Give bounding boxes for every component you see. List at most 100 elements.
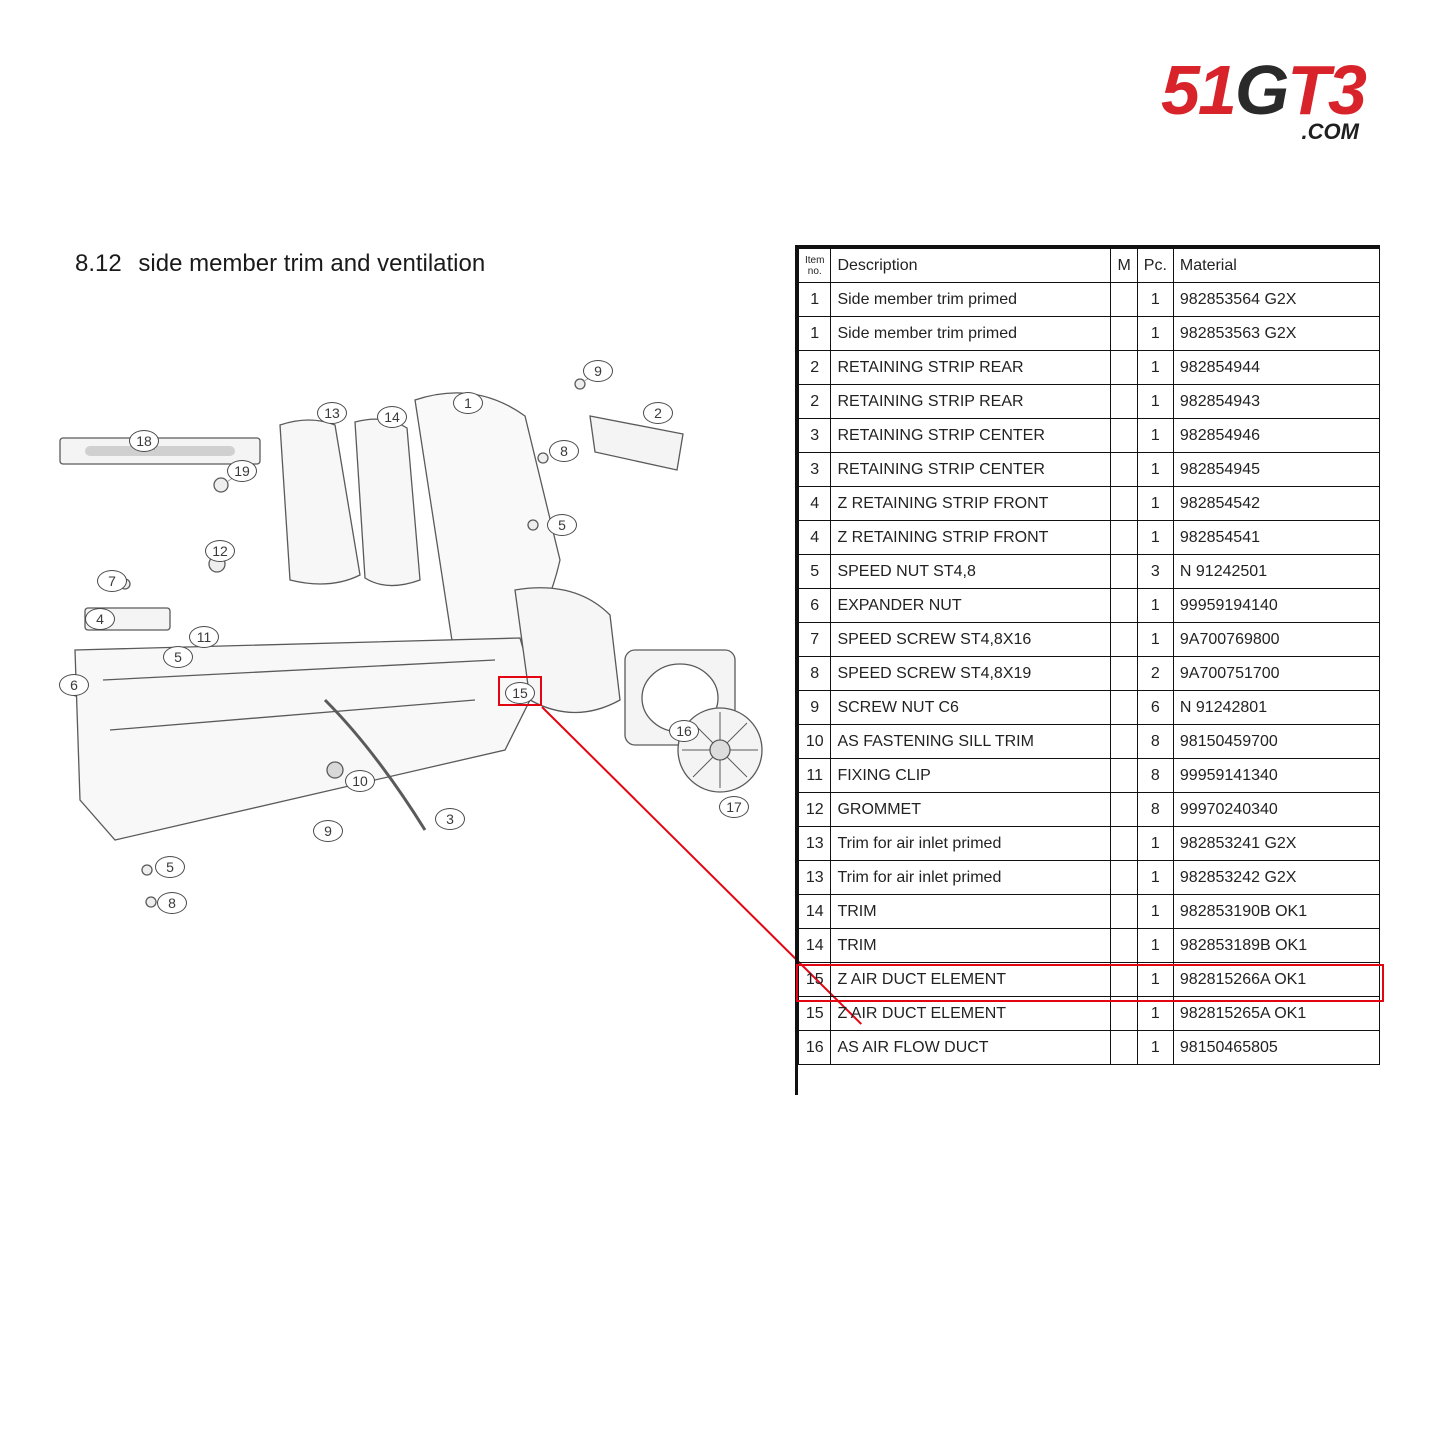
cell-desc: Trim for air inlet primed bbox=[831, 827, 1111, 861]
section-name: side member trim and ventilation bbox=[138, 250, 485, 277]
cell-item: 5 bbox=[799, 555, 831, 589]
table-header-row: Item no. Description M Pc. Material bbox=[799, 249, 1380, 283]
cell-material: N 91242501 bbox=[1173, 555, 1379, 589]
cell-item: 14 bbox=[799, 895, 831, 929]
table-row: 8SPEED SCREW ST4,8X1929A700751700 bbox=[799, 657, 1380, 691]
cell-pc: 8 bbox=[1137, 725, 1173, 759]
table-row: 13Trim for air inlet primed1982853241 G2… bbox=[799, 827, 1380, 861]
cell-desc: EXPANDER NUT bbox=[831, 589, 1111, 623]
cell-material: 982853189B OK1 bbox=[1173, 929, 1379, 963]
brand-logo: 51GT3 .COM bbox=[1161, 55, 1365, 145]
cell-m bbox=[1111, 861, 1137, 895]
cell-item: 8 bbox=[799, 657, 831, 691]
cell-material: 99970240340 bbox=[1173, 793, 1379, 827]
cell-pc: 1 bbox=[1137, 895, 1173, 929]
cell-item: 10 bbox=[799, 725, 831, 759]
callout-8: 8 bbox=[549, 440, 579, 462]
callout-5: 5 bbox=[163, 646, 193, 668]
table-row: 2RETAINING STRIP REAR1982854944 bbox=[799, 351, 1380, 385]
callout-2: 2 bbox=[643, 402, 673, 424]
cell-pc: 1 bbox=[1137, 351, 1173, 385]
table-row: 5SPEED NUT ST4,83N 91242501 bbox=[799, 555, 1380, 589]
cell-m bbox=[1111, 419, 1137, 453]
cell-m bbox=[1111, 827, 1137, 861]
cell-m bbox=[1111, 283, 1137, 317]
cell-m bbox=[1111, 725, 1137, 759]
cell-desc: AS FASTENING SILL TRIM bbox=[831, 725, 1111, 759]
cell-item: 13 bbox=[799, 827, 831, 861]
cell-pc: 3 bbox=[1137, 555, 1173, 589]
callout-9: 9 bbox=[313, 820, 343, 842]
table-row: 16AS AIR FLOW DUCT198150465805 bbox=[799, 1031, 1380, 1065]
callout-15: 15 bbox=[505, 682, 535, 704]
cell-pc: 1 bbox=[1137, 453, 1173, 487]
cell-material: 982853564 G2X bbox=[1173, 283, 1379, 317]
logo-t3: T3 bbox=[1287, 51, 1365, 129]
cell-item: 7 bbox=[799, 623, 831, 657]
cell-m bbox=[1111, 929, 1137, 963]
cell-material: 982853242 G2X bbox=[1173, 861, 1379, 895]
callout-11: 11 bbox=[189, 626, 219, 648]
callout-10: 10 bbox=[345, 770, 375, 792]
cell-desc: RETAINING STRIP CENTER bbox=[831, 453, 1111, 487]
cell-material: 982854944 bbox=[1173, 351, 1379, 385]
cell-desc: Z RETAINING STRIP FRONT bbox=[831, 487, 1111, 521]
callout-19: 19 bbox=[227, 460, 257, 482]
cell-material: 9A700769800 bbox=[1173, 623, 1379, 657]
cell-item: 9 bbox=[799, 691, 831, 725]
cell-pc: 1 bbox=[1137, 521, 1173, 555]
cell-desc: RETAINING STRIP REAR bbox=[831, 385, 1111, 419]
logo-g: G bbox=[1235, 51, 1287, 129]
cell-material: 99959194140 bbox=[1173, 589, 1379, 623]
cell-pc: 1 bbox=[1137, 487, 1173, 521]
table-row: 11FIXING CLIP899959141340 bbox=[799, 759, 1380, 793]
callout-7: 7 bbox=[97, 570, 127, 592]
callout-13: 13 bbox=[317, 402, 347, 424]
cell-m bbox=[1111, 1031, 1137, 1065]
cell-desc: SCREW NUT C6 bbox=[831, 691, 1111, 725]
cell-material: 982854945 bbox=[1173, 453, 1379, 487]
cell-desc: Z AIR DUCT ELEMENT bbox=[831, 997, 1111, 1031]
cell-m bbox=[1111, 657, 1137, 691]
callout-5: 5 bbox=[547, 514, 577, 536]
cell-pc: 1 bbox=[1137, 419, 1173, 453]
cell-material: 982853190B OK1 bbox=[1173, 895, 1379, 929]
cell-m bbox=[1111, 963, 1137, 997]
table-row: 9SCREW NUT C66N 91242801 bbox=[799, 691, 1380, 725]
cell-material: 98150459700 bbox=[1173, 725, 1379, 759]
cell-m bbox=[1111, 997, 1137, 1031]
cell-desc: TRIM bbox=[831, 895, 1111, 929]
parts-table: Item no. Description M Pc. Material 1 Sid… bbox=[798, 248, 1380, 1065]
cell-item: 15 bbox=[799, 997, 831, 1031]
cell-desc: FIXING CLIP bbox=[831, 759, 1111, 793]
col-pc: Pc. bbox=[1137, 249, 1173, 283]
table-row: 6EXPANDER NUT199959194140 bbox=[799, 589, 1380, 623]
exploded-diagram: 181913141928512741156151617103958 bbox=[55, 330, 775, 970]
cell-m bbox=[1111, 385, 1137, 419]
cell-m bbox=[1111, 521, 1137, 555]
cell-pc: 1 bbox=[1137, 827, 1173, 861]
table-row: 13Trim for air inlet primed1982853242 G2… bbox=[799, 861, 1380, 895]
cell-desc: RETAINING STRIP CENTER bbox=[831, 419, 1111, 453]
cell-desc: Side member trim primed bbox=[831, 317, 1111, 351]
table-row: 14TRIM 1982853190B OK1 bbox=[799, 895, 1380, 929]
callout-12: 12 bbox=[205, 540, 235, 562]
cell-m bbox=[1111, 487, 1137, 521]
table-row: 4Z RETAINING STRIP FRONT1982854542 bbox=[799, 487, 1380, 521]
logo-51: 51 bbox=[1161, 51, 1235, 129]
callout-1: 1 bbox=[453, 392, 483, 414]
cell-pc: 1 bbox=[1137, 861, 1173, 895]
cell-m bbox=[1111, 317, 1137, 351]
cell-m bbox=[1111, 453, 1137, 487]
cell-item: 15 bbox=[799, 963, 831, 997]
cell-item: 4 bbox=[799, 521, 831, 555]
section-number: 8.12 bbox=[75, 250, 122, 277]
cell-pc: 1 bbox=[1137, 385, 1173, 419]
cell-m bbox=[1111, 759, 1137, 793]
cell-pc: 2 bbox=[1137, 657, 1173, 691]
cell-m bbox=[1111, 623, 1137, 657]
cell-pc: 1 bbox=[1137, 963, 1173, 997]
table-row: 12GROMMET899970240340 bbox=[799, 793, 1380, 827]
cell-pc: 1 bbox=[1137, 1031, 1173, 1065]
cell-m bbox=[1111, 589, 1137, 623]
